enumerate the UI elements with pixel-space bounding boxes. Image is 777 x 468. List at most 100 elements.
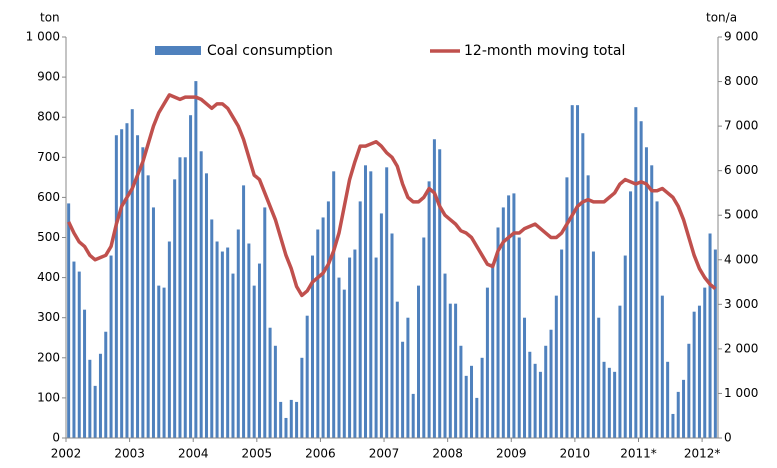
bar	[104, 331, 108, 438]
bar	[512, 193, 516, 438]
y2-axis-label: ton/a	[706, 11, 737, 25]
bar	[565, 177, 569, 438]
bar	[644, 147, 648, 438]
bar	[570, 105, 574, 439]
bar	[358, 201, 362, 438]
bar	[459, 345, 463, 438]
legend-label: Coal consumption	[207, 43, 333, 59]
bar	[687, 343, 691, 438]
bar	[162, 287, 166, 438]
y-axis-label: ton	[40, 11, 60, 25]
bar	[432, 139, 436, 438]
x-tick-label: 2012*	[684, 447, 721, 461]
x-tick-label: 2002	[51, 447, 82, 461]
bar	[321, 217, 325, 438]
bar	[417, 285, 421, 438]
y-tick-label: 0	[52, 431, 60, 445]
bar	[178, 157, 182, 439]
bar	[390, 233, 394, 438]
y2-tick-label: 5 000	[724, 208, 758, 222]
bar	[438, 149, 442, 438]
bar	[581, 133, 585, 439]
y2-tick-label: 1 000	[724, 386, 758, 400]
bar	[613, 371, 617, 438]
bar	[708, 233, 712, 438]
bar	[363, 165, 367, 438]
bar	[379, 213, 383, 438]
x-tick-label: 2003	[114, 447, 145, 461]
bar	[697, 305, 701, 438]
bar	[77, 271, 81, 438]
bar	[385, 167, 389, 438]
bar	[326, 201, 330, 438]
bar	[310, 255, 314, 438]
bar	[210, 219, 214, 438]
y2-tick-label: 2 000	[724, 341, 758, 355]
bar	[703, 287, 707, 438]
bar	[268, 327, 272, 438]
bar	[136, 135, 140, 438]
bar	[480, 357, 484, 438]
x-tick-label: 2008	[432, 447, 463, 461]
y-tick-label: 400	[37, 270, 60, 284]
bar	[475, 397, 479, 438]
bar	[422, 237, 426, 438]
y2-tick-label: 3 000	[724, 297, 758, 311]
bar	[157, 285, 161, 438]
bar	[348, 257, 352, 438]
bar	[263, 207, 267, 438]
bar	[676, 391, 680, 438]
bar	[671, 413, 675, 438]
bar	[300, 357, 304, 438]
legend-label: 12-month moving total	[464, 43, 625, 59]
legend-swatch	[155, 46, 201, 55]
y-tick-label: 300	[37, 310, 60, 324]
bar	[231, 273, 235, 438]
bar	[692, 311, 696, 438]
bar	[682, 379, 686, 438]
bar	[215, 241, 219, 438]
bar	[295, 401, 299, 438]
bar	[353, 249, 357, 438]
y-tick-label: 100	[37, 390, 60, 404]
bar	[337, 277, 341, 438]
bar	[242, 185, 246, 438]
bar	[485, 287, 489, 438]
x-tick-label: 2010	[560, 447, 591, 461]
bar	[342, 289, 346, 438]
bar	[151, 207, 155, 438]
bar	[660, 295, 664, 438]
bar	[586, 175, 590, 438]
bar	[146, 175, 150, 438]
x-tick-label: 2007	[369, 447, 400, 461]
bar	[257, 263, 261, 438]
x-tick-label: 2005	[242, 447, 273, 461]
bar	[194, 81, 198, 439]
bar	[501, 207, 505, 438]
bar	[401, 341, 405, 438]
bar	[273, 345, 277, 438]
x-tick-label: 2006	[305, 447, 336, 461]
bar	[491, 263, 495, 438]
bar	[470, 365, 474, 438]
bar	[204, 173, 208, 438]
bar	[72, 261, 76, 438]
x-tick-label: 2011*	[620, 447, 657, 461]
y-tick-label: 500	[37, 230, 60, 244]
bar	[427, 181, 431, 439]
bar	[289, 399, 293, 438]
bar	[618, 305, 622, 438]
bar	[226, 247, 230, 438]
bar	[252, 285, 256, 438]
bar	[93, 385, 97, 438]
y-tick-label: 800	[37, 110, 60, 124]
bar	[560, 249, 564, 438]
bar	[713, 249, 717, 438]
y2-tick-label: 7 000	[724, 119, 758, 133]
bar	[98, 353, 102, 438]
bar	[279, 401, 283, 438]
x-tick-label: 2009	[496, 447, 527, 461]
bar	[374, 257, 378, 438]
bar	[167, 241, 171, 438]
bar	[591, 251, 595, 438]
